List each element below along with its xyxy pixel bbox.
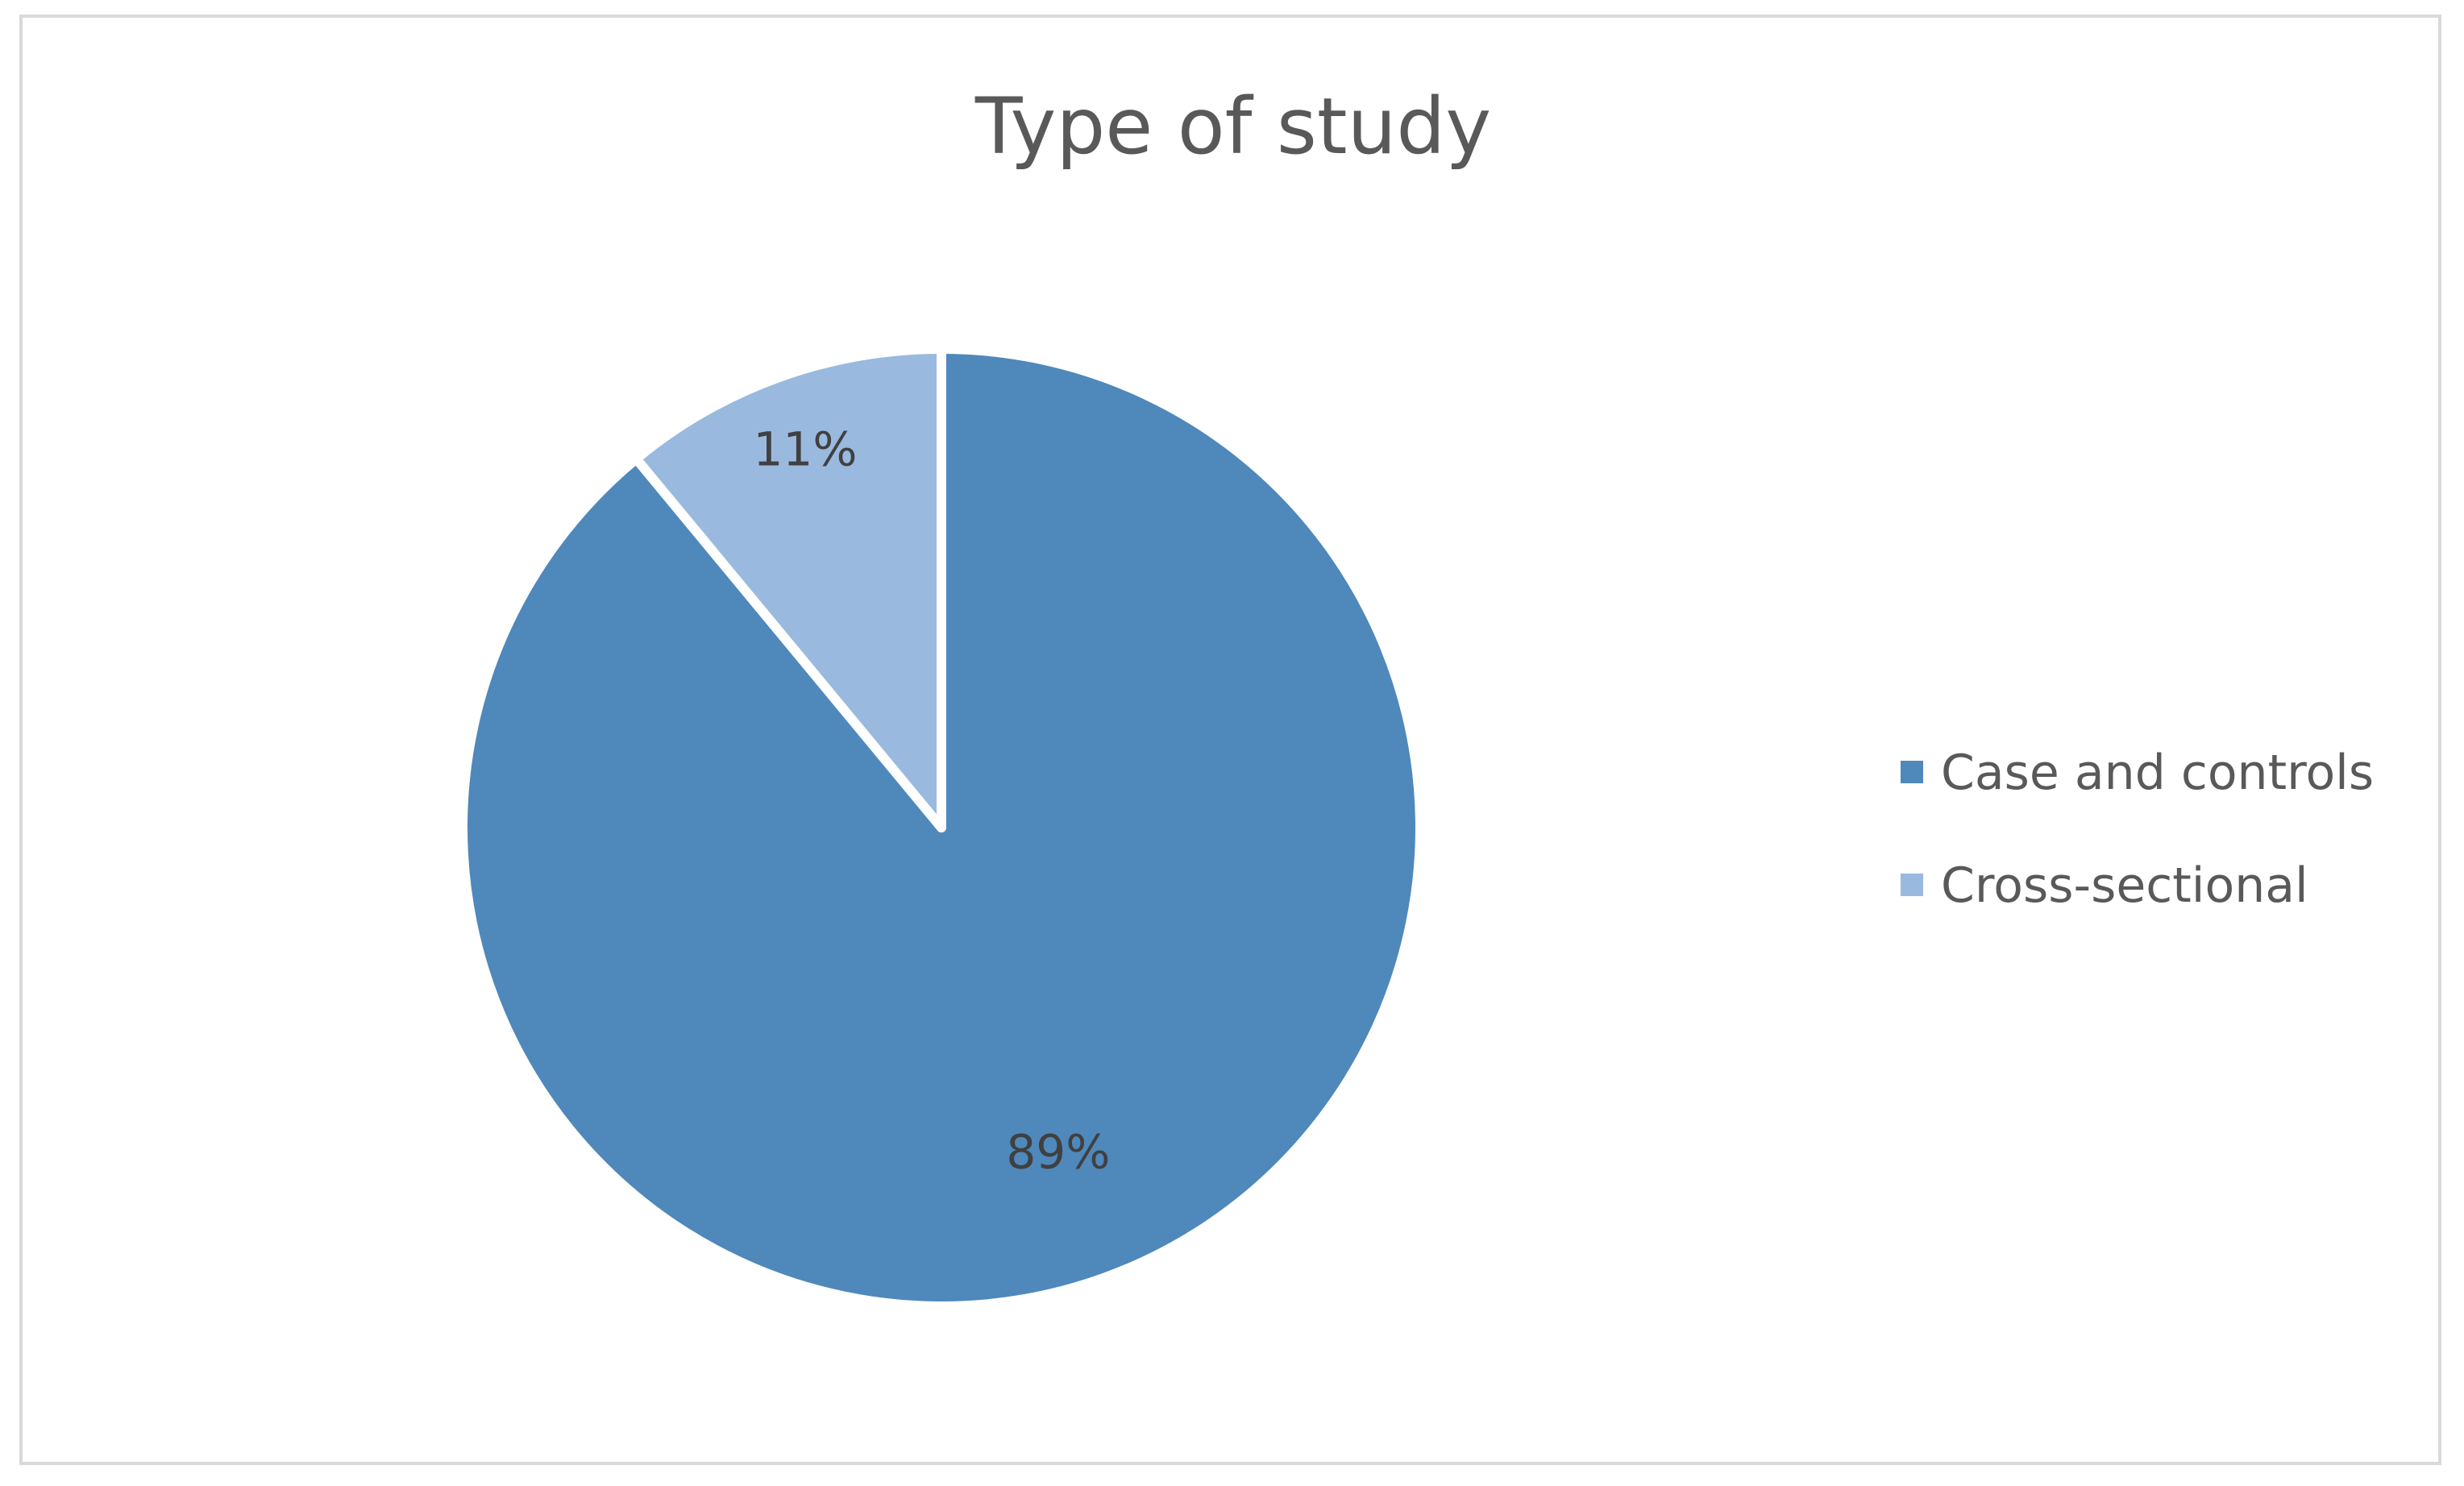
- legend: Case and controls Cross-sectional: [1901, 745, 2374, 914]
- data-label-case-and-controls: 89%: [1006, 1124, 1110, 1179]
- data-label-cross-sectional: 11%: [754, 422, 858, 477]
- legend-label-cross-sectional: Cross-sectional: [1941, 857, 2308, 914]
- pie-data-labels: 89% 11%: [754, 422, 1111, 1180]
- legend-label-case-and-controls: Case and controls: [1941, 745, 2374, 801]
- chart-title: Type of study: [974, 81, 1491, 172]
- legend-swatch-cross-sectional: [1901, 874, 1923, 896]
- pie-slices: [458, 344, 1425, 1311]
- legend-swatch-case-and-controls: [1901, 761, 1923, 783]
- pie-slice-cross-sectional: [631, 344, 946, 832]
